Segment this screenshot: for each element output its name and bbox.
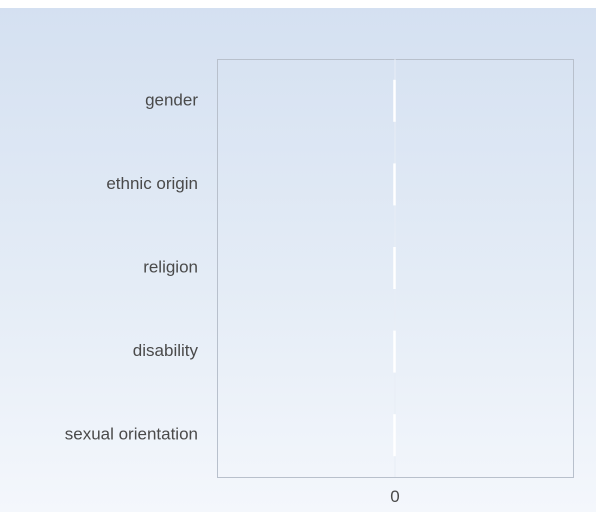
category-label: gender [145,90,198,109]
category-label: ethnic origin [106,174,198,193]
top-margin [0,0,596,8]
category-label: sexual orientation [65,425,198,444]
x-tick-label: 0 [390,487,399,506]
category-label: religion [143,257,198,276]
category-label: disability [133,341,199,360]
